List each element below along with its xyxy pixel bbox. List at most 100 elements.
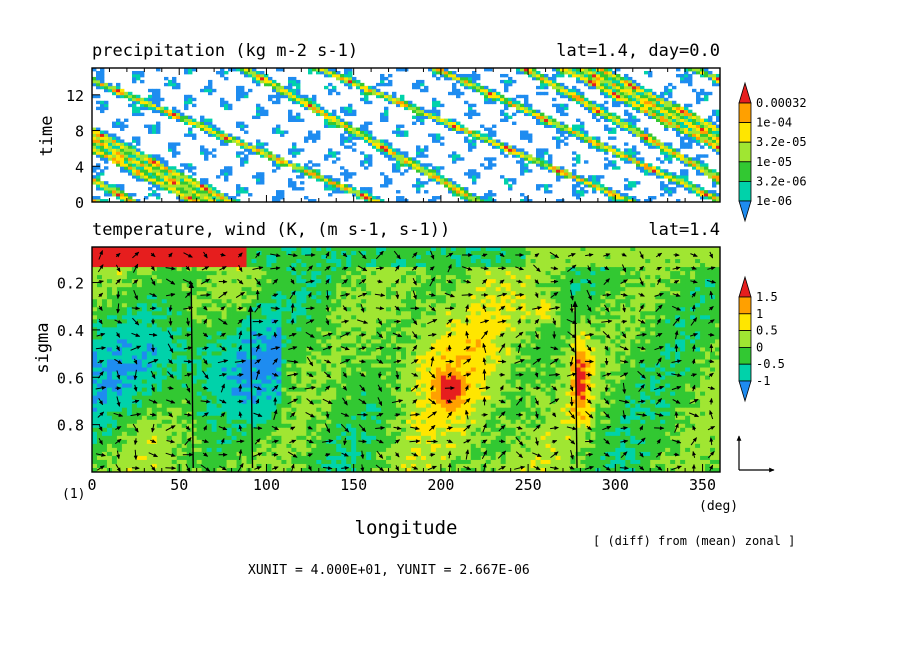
precip-cell <box>664 145 668 148</box>
temperature-cell <box>645 259 650 263</box>
temperature-cell <box>147 259 152 263</box>
temperature-cell <box>247 263 252 267</box>
temperature-cell <box>595 275 600 279</box>
precip-cell <box>368 187 372 190</box>
temperature-cell <box>92 271 97 275</box>
temperature-cell <box>356 259 361 263</box>
temperature-cell <box>356 271 361 275</box>
temperature-cell <box>167 263 172 267</box>
precip-cell <box>140 113 144 116</box>
precip-cell <box>688 181 692 184</box>
temperature-cell <box>426 275 431 279</box>
precip-cell <box>148 101 152 104</box>
precip-cell <box>148 131 152 134</box>
temperature-cell <box>321 291 326 295</box>
precip-cell <box>360 98 364 101</box>
temperature-cell <box>595 287 600 291</box>
precip-cell <box>528 113 532 116</box>
temperature-cell <box>256 311 261 315</box>
precip-cell <box>520 193 524 196</box>
precip-cell <box>136 77 140 80</box>
temperature-cell <box>695 287 700 291</box>
temperature-cell <box>301 271 306 275</box>
precip-cell <box>624 83 628 86</box>
temperature-cell <box>107 251 112 255</box>
precip-cell <box>660 98 664 101</box>
precip-cell <box>584 160 588 163</box>
temperature-cell <box>541 255 546 259</box>
temperature-cell <box>461 275 466 279</box>
precip-cell <box>272 80 276 83</box>
temperature-cell <box>501 263 506 267</box>
precip-cell <box>556 122 560 125</box>
temperature-cell <box>451 291 456 295</box>
precip-cell <box>328 122 332 125</box>
precip-cell <box>284 89 288 92</box>
precip-cell <box>256 116 260 119</box>
temperature-cell <box>147 271 152 275</box>
temperature-cell <box>276 287 281 291</box>
temperature-cell <box>127 303 132 307</box>
precip-cell <box>680 139 684 142</box>
precip-cell <box>100 154 104 157</box>
precip-cell <box>560 86 564 89</box>
temperature-cell <box>650 251 655 255</box>
precip-cell <box>640 166 644 169</box>
temperature-cell <box>391 287 396 291</box>
temperature-cell <box>321 295 326 299</box>
temperature-cell <box>97 259 102 263</box>
precip-cell <box>264 154 268 157</box>
temperature-cell <box>217 271 222 275</box>
precip-cell <box>680 142 684 145</box>
precip-cell <box>140 175 144 178</box>
precip-cell <box>576 134 580 137</box>
precip-cell <box>596 104 600 107</box>
precip-cell <box>628 119 632 122</box>
precip-cell <box>484 193 488 196</box>
precip-cell <box>300 104 304 107</box>
precip-cell <box>556 83 560 86</box>
precip-cell <box>668 89 672 92</box>
temperature-cell <box>426 287 431 291</box>
temperature-cell <box>391 279 396 283</box>
precip-cell <box>536 187 540 190</box>
temperature-cell <box>451 263 456 267</box>
precip-cell <box>648 92 652 95</box>
precip-cell <box>240 151 244 154</box>
temperature-cell <box>690 287 695 291</box>
precip-cell <box>224 136 228 139</box>
precip-cell <box>104 148 108 151</box>
precip-cell <box>96 131 100 134</box>
precip-cell <box>616 86 620 89</box>
precip-cell <box>436 110 440 113</box>
precip-cell <box>308 98 312 101</box>
precip-cell <box>296 83 300 86</box>
precip-cell <box>668 151 672 154</box>
temperature-cell <box>491 299 496 303</box>
precip-cell <box>140 151 144 154</box>
temperature-cell <box>217 303 222 307</box>
precip-cell <box>632 145 636 148</box>
precip-cell <box>288 110 292 113</box>
temperature-cell <box>645 299 650 303</box>
temperature-cell <box>575 263 580 267</box>
precip-cell <box>564 128 568 131</box>
precip-cell <box>560 92 564 95</box>
precip-cell <box>120 184 124 187</box>
temperature-cell <box>565 263 570 267</box>
precip-cell <box>236 154 240 157</box>
precip-cell <box>428 163 432 166</box>
temperature-cell <box>366 255 371 259</box>
temperature-cell <box>346 259 351 263</box>
temperature-cell <box>177 291 182 295</box>
precip-cell <box>588 145 592 148</box>
precip-cell <box>316 110 320 113</box>
bottom-panel-info: lat=1.4 <box>648 220 720 240</box>
temperature-cell <box>685 271 690 275</box>
precip-cell <box>408 160 412 163</box>
precip-cell <box>124 148 128 151</box>
precip-cell <box>412 166 416 169</box>
precip-cell <box>292 151 296 154</box>
precip-cell <box>200 125 204 128</box>
precip-cell <box>108 190 112 193</box>
